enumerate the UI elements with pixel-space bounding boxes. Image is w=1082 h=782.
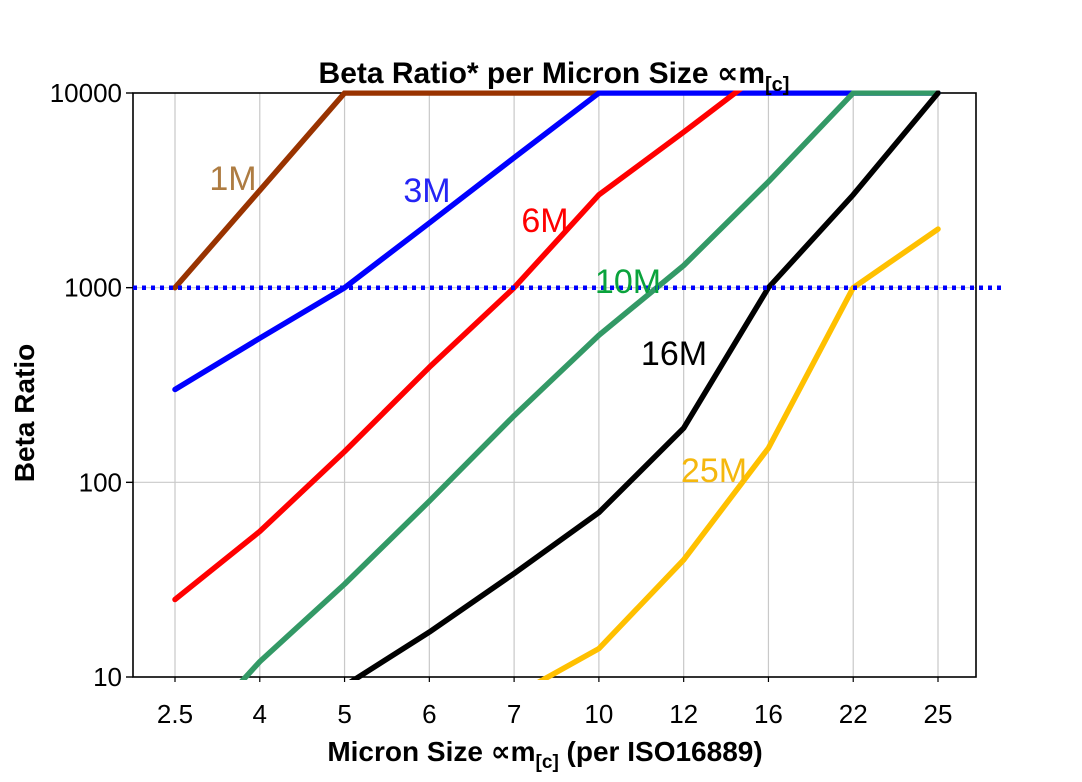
axis-tick-marks	[126, 92, 939, 682]
series-label-6m: 6M	[521, 202, 568, 240]
x-axis-title: Micron Size ∝m[c] (per ISO16889)	[327, 736, 762, 773]
series-line-3m	[172, 90, 941, 393]
x-tick-label-16: 16	[754, 699, 783, 729]
series-line-6m	[172, 90, 743, 603]
series-line-25m	[536, 226, 941, 680]
x-tick-label-2.5: 2.5	[157, 699, 193, 729]
series-line-16m	[348, 90, 941, 680]
y-tick-labels: 10000 1000 100 10	[50, 78, 122, 692]
series-label-3m: 3M	[403, 172, 450, 210]
y-tick-label-100: 100	[79, 467, 122, 497]
series-label-10m: 10M	[595, 263, 661, 301]
chart-title-main: Beta Ratio* per Micron Size	[319, 57, 717, 90]
series-label-25m: 25M	[681, 452, 747, 490]
series-lines	[172, 90, 941, 680]
chart-title-prop-symbol: ∝m	[717, 57, 765, 90]
x-tick-label-7: 7	[507, 699, 521, 729]
x-tick-label-4: 4	[253, 699, 267, 729]
y-axis-title: Beta Ratio	[9, 344, 40, 482]
x-tick-label-22: 22	[839, 699, 868, 729]
y-tick-label-10: 10	[93, 662, 122, 692]
series-line-10m	[239, 90, 941, 680]
gridlines	[133, 93, 976, 677]
series-label-1m: 1M	[209, 160, 256, 198]
series-label-16m: 16M	[641, 335, 707, 373]
y-tick-label-10000: 10000	[50, 78, 122, 108]
y-tick-label-1000: 1000	[64, 273, 122, 303]
chart-title: Beta Ratio* per Micron Size ∝m[c]	[319, 57, 790, 96]
x-tick-label-5: 5	[337, 699, 351, 729]
x-axis-prop-symbol: ∝m	[491, 736, 536, 767]
x-axis-subscript: [c]	[536, 752, 559, 773]
x-tick-labels: 2.5 4 5 6 7 10 12 16 22 25	[157, 699, 953, 729]
series-labels: 1M 3M 6M 10M 16M 25M	[209, 160, 747, 490]
x-axis-title-suffix: (per ISO16889)	[559, 736, 763, 767]
x-tick-label-6: 6	[422, 699, 436, 729]
x-axis-title-prefix: Micron Size	[327, 736, 490, 767]
x-tick-label-12: 12	[669, 699, 698, 729]
chart-title-subscript: [c]	[765, 74, 789, 96]
x-tick-label-25: 25	[924, 699, 953, 729]
x-tick-label-10: 10	[584, 699, 613, 729]
series-line-1m	[172, 90, 602, 291]
